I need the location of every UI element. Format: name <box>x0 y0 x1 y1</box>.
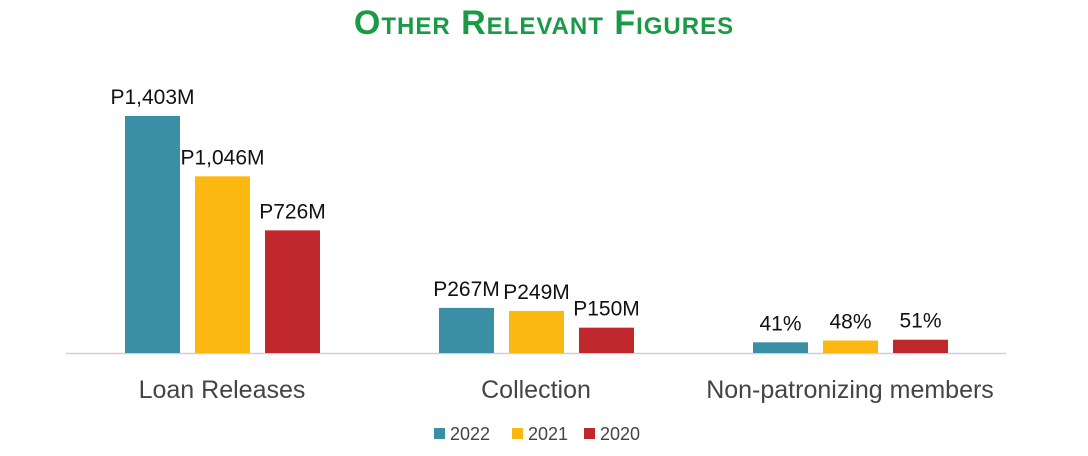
bar-2020-1 <box>579 327 634 353</box>
bar-2020-2 <box>893 339 948 353</box>
bar-2021-2 <box>823 340 878 353</box>
bar-2021-1 <box>509 310 564 353</box>
legend-label-2020: 2020 <box>600 424 640 444</box>
bar-2022-1 <box>439 307 494 353</box>
legend-label-2021: 2021 <box>528 424 568 444</box>
bar-2021-0 <box>195 176 250 353</box>
data-label-2021-1: P249M <box>503 281 570 304</box>
data-label-2021-2: 48% <box>829 311 871 334</box>
legend-label-2022: 2022 <box>450 424 490 444</box>
bar-2020-0 <box>265 230 320 353</box>
data-label-2022-2: 41% <box>759 312 801 335</box>
data-label-2020-1: P150M <box>573 298 640 321</box>
bar-2022-0 <box>125 116 180 353</box>
legend-swatch-2021 <box>512 428 523 439</box>
bar-2022-2 <box>753 342 808 353</box>
category-label-2: Non-patronizing members <box>706 376 994 404</box>
chart-title: Other Relevant Figures <box>353 4 735 42</box>
category-label-0: Loan Releases <box>139 376 306 404</box>
data-label-2021-0: P1,046M <box>180 146 264 169</box>
data-label-2020-0: P726M <box>259 200 326 223</box>
legend-swatch-2020 <box>584 428 595 439</box>
data-label-2022-1: P267M <box>433 278 500 301</box>
legend-swatch-2022 <box>434 428 445 439</box>
category-label-1: Collection <box>481 376 591 404</box>
data-label-2022-0: P1,403M <box>110 86 194 109</box>
data-label-2020-2: 51% <box>899 310 941 333</box>
